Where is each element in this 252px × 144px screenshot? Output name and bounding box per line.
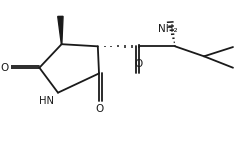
Text: O: O	[94, 104, 103, 114]
Text: NH₂: NH₂	[158, 23, 177, 34]
Text: O: O	[0, 63, 9, 73]
Text: O: O	[134, 59, 142, 69]
Polygon shape	[57, 16, 63, 44]
Text: HN: HN	[39, 95, 54, 106]
